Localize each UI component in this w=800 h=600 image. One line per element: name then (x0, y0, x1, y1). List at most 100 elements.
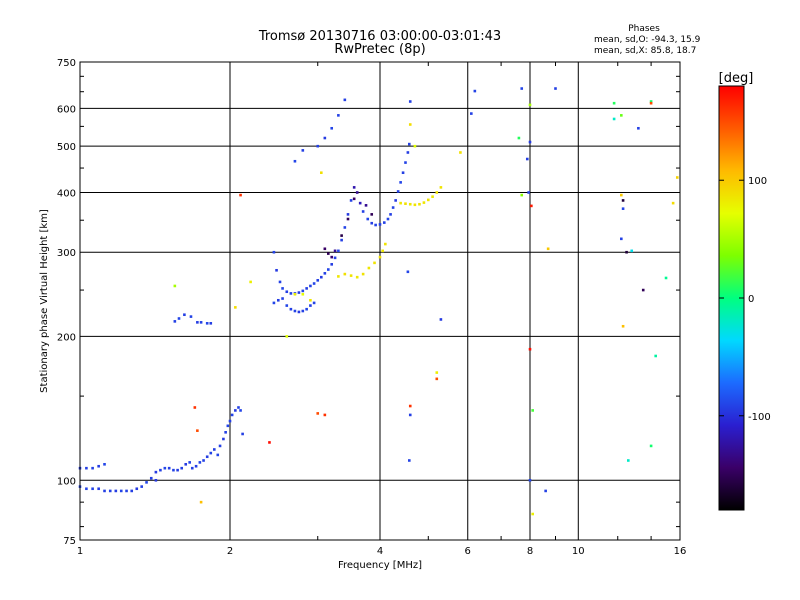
data-point (620, 114, 623, 117)
data-point (334, 250, 337, 253)
data-point (340, 234, 343, 237)
data-point (613, 118, 616, 121)
data-point (362, 210, 365, 213)
data-point (409, 100, 412, 103)
data-point (435, 378, 438, 381)
data-point (294, 160, 297, 163)
data-point (85, 487, 88, 490)
data-point (273, 251, 276, 254)
data-point (183, 313, 186, 316)
data-point (324, 137, 327, 140)
data-point (337, 275, 340, 278)
data-point (97, 487, 100, 490)
data-point (91, 487, 94, 490)
data-point (353, 186, 356, 189)
data-point (379, 223, 382, 226)
data-point (383, 221, 386, 224)
colorbar-tick-label: 100 (748, 176, 767, 187)
data-point (344, 273, 347, 276)
stats-o: mean, sd,O: -94.3, 15.9 (594, 35, 701, 45)
data-point (209, 452, 212, 455)
data-point (206, 455, 209, 458)
data-point (404, 202, 407, 205)
data-point (630, 250, 633, 253)
data-point (237, 406, 240, 409)
data-point (200, 321, 203, 324)
data-point (202, 459, 205, 462)
data-point (313, 282, 316, 285)
data-point (125, 490, 128, 493)
data-point (650, 445, 653, 448)
data-point (194, 406, 197, 409)
data-point (408, 143, 411, 146)
data-point (409, 405, 412, 408)
data-point (309, 304, 312, 307)
data-point (397, 190, 400, 193)
data-point (529, 348, 532, 351)
data-point (191, 467, 194, 470)
data-point (219, 445, 222, 448)
data-point (520, 87, 523, 90)
data-point (273, 302, 276, 305)
data-point (115, 490, 118, 493)
colorbar-tick-label: 0 (748, 294, 754, 305)
data-point (200, 501, 203, 504)
data-point (650, 102, 653, 105)
data-point (409, 123, 412, 126)
data-point (103, 463, 106, 466)
data-point (665, 277, 668, 280)
data-point (374, 224, 377, 227)
data-point (423, 201, 426, 204)
data-point (234, 409, 237, 412)
data-point (196, 429, 199, 432)
data-point (622, 325, 625, 328)
data-point (409, 414, 412, 417)
data-point (168, 467, 171, 470)
x-tick-label: 10 (572, 546, 585, 557)
data-point (381, 250, 384, 253)
data-point (418, 203, 421, 206)
y-axis-label: Stationary phase Virtual Height [km] (39, 209, 50, 393)
data-point (249, 281, 252, 284)
data-point (316, 145, 319, 148)
data-point (334, 257, 337, 260)
data-point (394, 199, 397, 202)
data-point (435, 191, 438, 194)
data-point (145, 481, 148, 484)
x-tick-label: 8 (527, 546, 533, 557)
data-point (85, 467, 88, 470)
data-point (529, 141, 532, 144)
data-point (625, 251, 628, 254)
data-point (337, 250, 340, 253)
data-point (408, 459, 411, 462)
x-tick-label: 2 (227, 546, 233, 557)
data-point (340, 239, 343, 242)
data-point (196, 321, 199, 324)
data-point (190, 315, 193, 318)
data-point (285, 304, 288, 307)
data-point (554, 87, 557, 90)
data-points (79, 87, 679, 515)
data-point (387, 218, 390, 221)
colorbar-label: [deg] (719, 71, 754, 86)
data-point (389, 213, 392, 216)
data-point (356, 191, 359, 194)
data-point (302, 290, 305, 293)
data-point (298, 311, 301, 314)
data-point (440, 318, 443, 321)
data-point (622, 207, 625, 210)
data-point (103, 490, 106, 493)
data-point (302, 310, 305, 313)
data-point (281, 287, 284, 290)
data-point (529, 104, 532, 107)
data-point (407, 270, 410, 273)
data-point (298, 291, 301, 294)
data-point (159, 469, 162, 472)
data-point (440, 186, 443, 189)
data-point (365, 204, 368, 207)
data-point (520, 194, 523, 197)
data-point (184, 463, 187, 466)
data-point (91, 467, 94, 470)
data-point (370, 213, 373, 216)
